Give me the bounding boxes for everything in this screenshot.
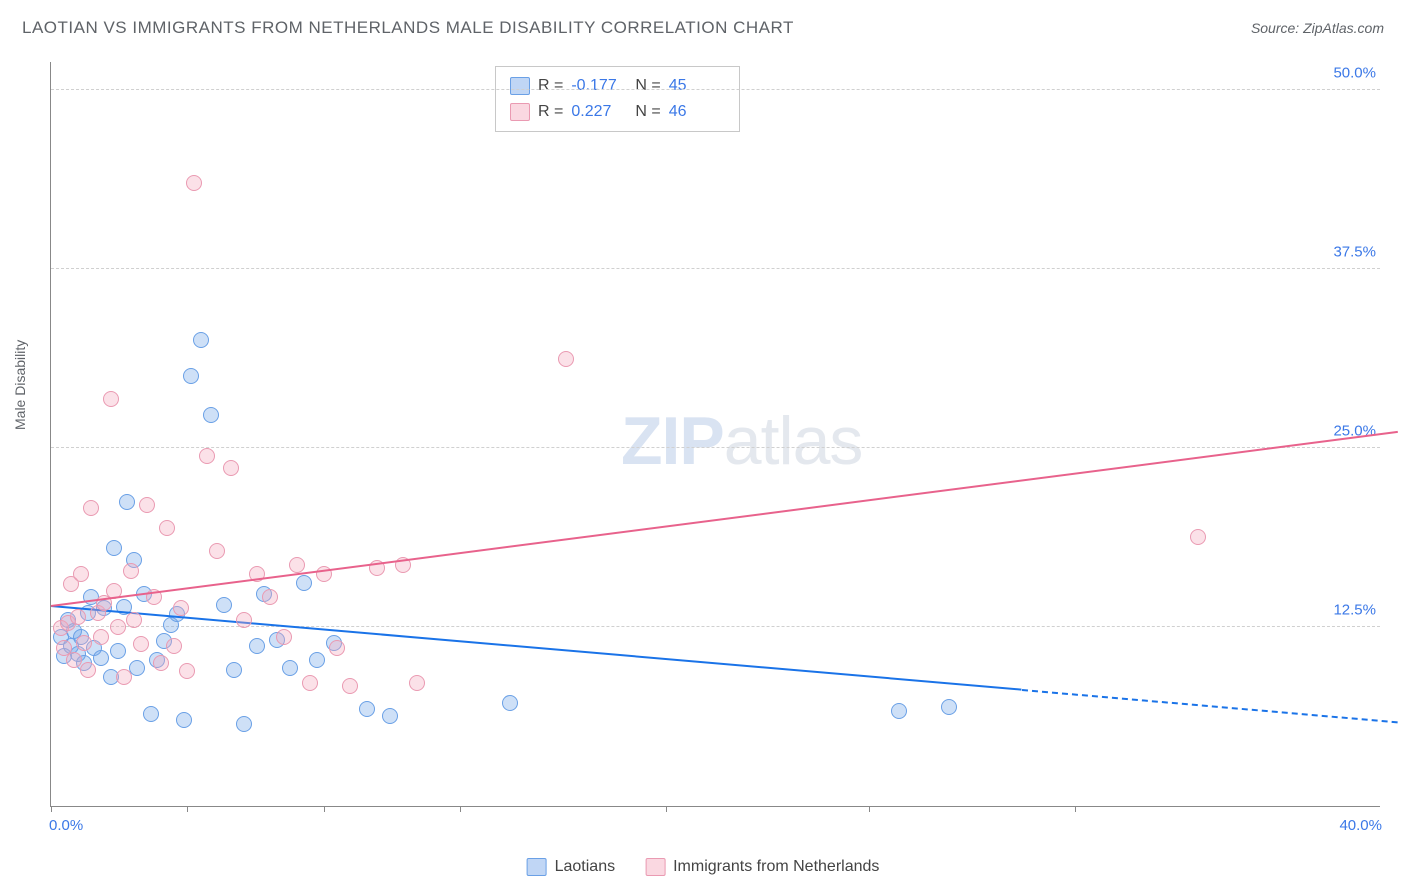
x-tick-mark: [187, 806, 188, 812]
gridline: [51, 447, 1380, 448]
r-label: R =: [538, 77, 563, 95]
gridline: [51, 268, 1380, 269]
data-point: [133, 636, 149, 652]
data-point: [236, 612, 252, 628]
data-point: [176, 712, 192, 728]
data-point: [203, 407, 219, 423]
data-point: [119, 494, 135, 510]
gridline: [51, 89, 1380, 90]
data-point: [70, 609, 86, 625]
data-point: [359, 701, 375, 717]
gridline: [51, 626, 1380, 627]
x-tick-mark: [1075, 806, 1076, 812]
data-point: [126, 612, 142, 628]
data-point: [199, 448, 215, 464]
data-point: [103, 391, 119, 407]
n-value: 46: [669, 103, 725, 121]
data-point: [93, 629, 109, 645]
data-point: [262, 589, 278, 605]
data-point: [276, 629, 292, 645]
data-point: [186, 175, 202, 191]
n-value: 45: [669, 77, 725, 95]
x-tick-mark: [666, 806, 667, 812]
data-point: [166, 638, 182, 654]
data-point: [296, 575, 312, 591]
data-point: [83, 500, 99, 516]
data-point: [216, 597, 232, 613]
data-point: [302, 675, 318, 691]
data-point: [139, 497, 155, 513]
data-point: [558, 351, 574, 367]
r-value: 0.227: [571, 103, 627, 121]
data-point: [941, 699, 957, 715]
data-point: [282, 660, 298, 676]
chart-plot-area: ZIPatlas R =-0.177N =45R =0.227N =46 0.0…: [50, 62, 1380, 807]
data-point: [123, 563, 139, 579]
legend-stat-row: R = 0.227 N = 46: [510, 99, 725, 125]
data-point: [226, 662, 242, 678]
regression-line: [51, 605, 1022, 691]
n-label: N =: [635, 77, 660, 95]
y-tick-label: 12.5%: [1333, 601, 1376, 618]
data-point: [193, 332, 209, 348]
n-label: N =: [635, 103, 660, 121]
x-axis-max-label: 40.0%: [1339, 817, 1382, 834]
data-point: [382, 708, 398, 724]
data-point: [173, 600, 189, 616]
watermark-bold: ZIP: [621, 403, 724, 479]
legend-label: Immigrants from Netherlands: [673, 858, 879, 875]
legend-item: Laotians: [527, 858, 616, 876]
y-tick-label: 50.0%: [1333, 64, 1376, 81]
series-legend: Laotians Immigrants from Netherlands: [527, 858, 880, 876]
chart-title: LAOTIAN VS IMMIGRANTS FROM NETHERLANDS M…: [22, 18, 794, 38]
data-point: [289, 557, 305, 573]
regression-line-extrapolated: [1022, 689, 1398, 723]
data-point: [342, 678, 358, 694]
data-point: [106, 540, 122, 556]
data-point: [223, 460, 239, 476]
data-point: [329, 640, 345, 656]
data-point: [143, 706, 159, 722]
correlation-legend: R = -0.177 N = 45 R = 0.227 N = 46: [495, 66, 740, 132]
data-point: [183, 368, 199, 384]
legend-swatch: [645, 858, 665, 876]
watermark: ZIPatlas: [621, 402, 862, 480]
legend-item: Immigrants from Netherlands: [645, 858, 879, 876]
legend-label: Laotians: [555, 858, 616, 875]
data-point: [236, 716, 252, 732]
data-point: [1190, 529, 1206, 545]
data-point: [159, 520, 175, 536]
data-point: [110, 643, 126, 659]
y-axis-label: Male Disability: [12, 340, 28, 430]
x-axis-min-label: 0.0%: [49, 817, 83, 834]
data-point: [73, 566, 89, 582]
x-tick-mark: [460, 806, 461, 812]
x-tick-mark: [869, 806, 870, 812]
header: LAOTIAN VS IMMIGRANTS FROM NETHERLANDS M…: [0, 0, 1406, 48]
data-point: [502, 695, 518, 711]
legend-swatch: [510, 77, 530, 95]
watermark-light: atlas: [724, 403, 863, 479]
x-tick-mark: [51, 806, 52, 812]
data-point: [309, 652, 325, 668]
data-point: [80, 662, 96, 678]
data-point: [179, 663, 195, 679]
legend-stat-row: R = -0.177 N = 45: [510, 73, 725, 99]
legend-swatch: [510, 103, 530, 121]
data-point: [249, 638, 265, 654]
data-point: [891, 703, 907, 719]
data-point: [76, 635, 92, 651]
data-point: [209, 543, 225, 559]
legend-swatch: [527, 858, 547, 876]
y-tick-label: 37.5%: [1333, 243, 1376, 260]
r-label: R =: [538, 103, 563, 121]
data-point: [116, 669, 132, 685]
data-point: [409, 675, 425, 691]
data-point: [110, 619, 126, 635]
source-attribution: Source: ZipAtlas.com: [1251, 20, 1384, 36]
data-point: [153, 655, 169, 671]
x-tick-mark: [324, 806, 325, 812]
data-point: [93, 650, 109, 666]
r-value: -0.177: [571, 77, 627, 95]
